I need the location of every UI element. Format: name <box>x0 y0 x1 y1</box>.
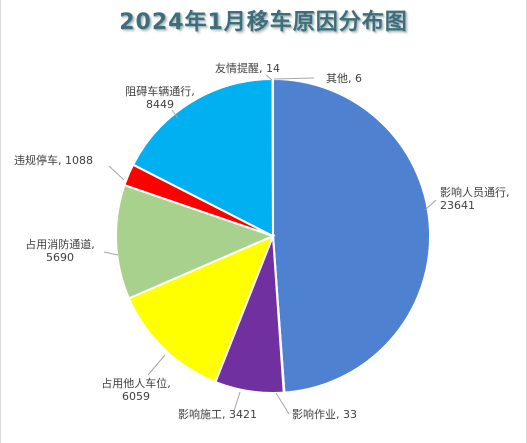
leader-line-2 <box>275 392 290 415</box>
data-label-6: 违规停车, 1088 <box>14 153 93 167</box>
leader-line-4 <box>147 354 166 376</box>
leader-line-1 <box>424 199 437 211</box>
data-label-1: 影响人员通行, 23641 <box>440 186 510 212</box>
data-label-7: 阻碍车辆通行, 8449 <box>125 84 195 111</box>
chart-title: 2024年1月移车原因分布图 <box>119 10 408 35</box>
pie-slice-1 <box>272 77 432 394</box>
data-label-2: 影响作业, 33 <box>292 408 357 421</box>
leader-line-8 <box>265 74 273 81</box>
leader-line-5 <box>103 251 119 256</box>
pie-slice-5 <box>115 183 276 300</box>
pie-slice-4 <box>127 234 275 384</box>
data-label-4: 占用他人车位, 6059 <box>101 376 171 403</box>
data-label-8: 友情提醒, 14 <box>215 61 280 75</box>
data-label-5: 占用消防通道, 5690 <box>25 237 95 264</box>
leader-line-7 <box>171 109 179 119</box>
data-label-3: 影响施工, 3421 <box>178 408 257 421</box>
data-label-9: 其他, 6 <box>326 72 362 85</box>
leader-line-9 <box>273 77 315 80</box>
leader-line-6 <box>108 165 125 181</box>
pie-slice-7 <box>131 77 275 238</box>
leader-line-3 <box>233 391 241 412</box>
